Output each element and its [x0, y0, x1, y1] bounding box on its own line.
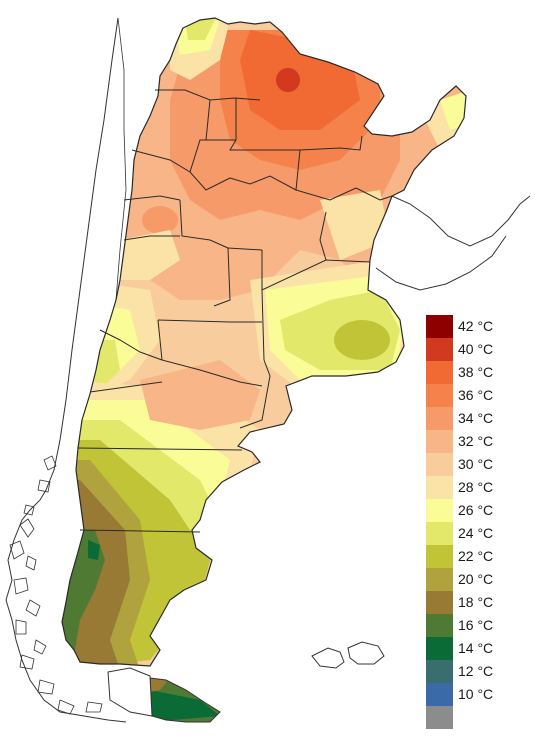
legend-label: 12 °C — [458, 663, 494, 679]
uruguay-outline — [385, 195, 531, 247]
legend-row: 38 °C — [426, 361, 536, 384]
legend-label: 10 °C — [458, 686, 494, 702]
legend-swatch — [426, 407, 453, 430]
legend-label: 18 °C — [458, 594, 494, 610]
legend-label: 36 °C — [458, 387, 494, 403]
legend-row: 30 °C — [426, 453, 536, 476]
legend-label: 40 °C — [458, 341, 494, 357]
fjord-islands — [9, 455, 103, 715]
legend-swatch — [426, 591, 453, 614]
legend-swatch — [426, 568, 453, 591]
legend-swatch — [426, 315, 453, 338]
legend-swatch — [426, 430, 453, 453]
legend-swatch — [426, 545, 453, 568]
legend-row: 20 °C — [426, 568, 536, 591]
legend-row: 32 °C — [426, 430, 536, 453]
legend-row: 42 °C — [426, 315, 536, 338]
legend-row: 34 °C — [426, 407, 536, 430]
legend-row: 26 °C — [426, 499, 536, 522]
legend-label: 22 °C — [458, 548, 494, 564]
legend-swatch — [426, 522, 453, 545]
legend-row: 40 °C — [426, 338, 536, 361]
legend-swatch — [426, 706, 453, 729]
legend-swatch — [426, 637, 453, 660]
legend-label: 20 °C — [458, 571, 494, 587]
legend-row: 18 °C — [426, 591, 536, 614]
legend-row: 36 °C — [426, 384, 536, 407]
legend-swatch — [426, 660, 453, 683]
legend-swatch — [426, 361, 453, 384]
legend-swatch — [426, 476, 453, 499]
province-borders — [77, 89, 393, 533]
legend-label: 30 °C — [458, 456, 494, 472]
legend-row: 22 °C — [426, 545, 536, 568]
legend-row — [426, 706, 536, 729]
chile-coastline — [5, 17, 127, 723]
legend-label: 38 °C — [458, 364, 494, 380]
legend-swatch — [426, 614, 453, 637]
argentina-outline — [61, 17, 467, 667]
legend-label: 42 °C — [458, 318, 494, 334]
legend-row: 12 °C — [426, 660, 536, 683]
legend-swatch — [426, 499, 453, 522]
legend-row: 24 °C — [426, 522, 536, 545]
legend-row: 16 °C — [426, 614, 536, 637]
legend-label: 34 °C — [458, 410, 494, 426]
legend-swatch — [426, 683, 453, 706]
legend-label: 24 °C — [458, 525, 494, 541]
tierra-del-fuego — [107, 667, 221, 723]
legend-swatch — [426, 384, 453, 407]
falkland-islands — [311, 641, 385, 669]
legend-label: 26 °C — [458, 502, 494, 518]
legend-swatch — [426, 338, 453, 361]
legend-label: 28 °C — [458, 479, 494, 495]
legend-label: 16 °C — [458, 617, 494, 633]
rio-de-la-plata-coast — [375, 235, 507, 291]
legend-swatch — [426, 453, 453, 476]
legend-row: 28 °C — [426, 476, 536, 499]
legend-row: 10 °C — [426, 683, 536, 706]
legend-row: 14 °C — [426, 637, 536, 660]
legend-label: 14 °C — [458, 640, 494, 656]
legend-label: 32 °C — [458, 433, 494, 449]
